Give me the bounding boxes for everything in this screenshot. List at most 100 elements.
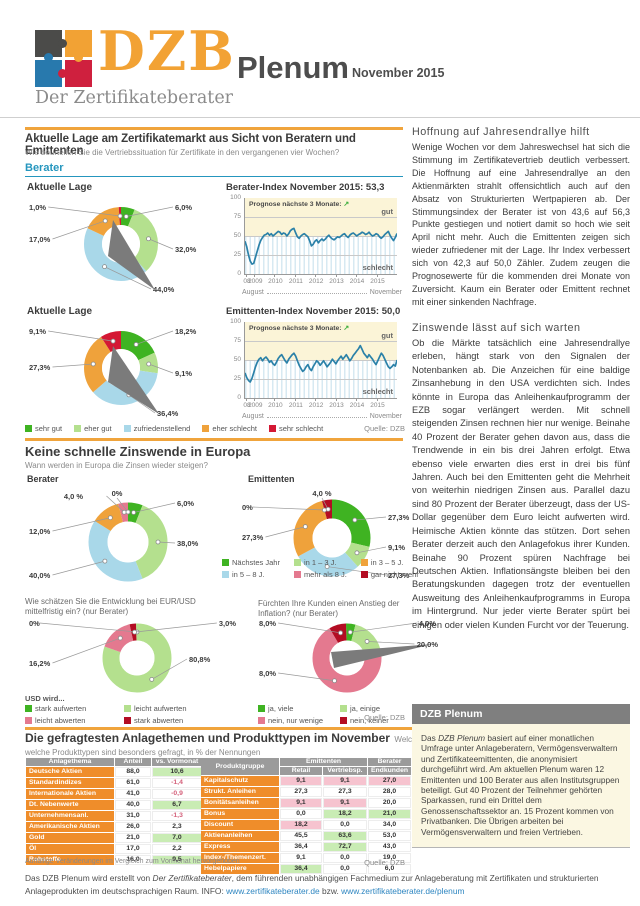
zone-label-good: gut xyxy=(381,331,393,340)
table-cell: 0,0 xyxy=(323,820,367,830)
chart-legend: sehr gut eher gut zufriedenstellend eher sc… xyxy=(25,424,323,433)
donut-inflation: 4,0% 20,0% 8,0% 8,0% xyxy=(255,614,440,700)
page-title: Plenum xyxy=(237,50,349,85)
legend-swatch xyxy=(124,705,131,712)
donut-usd: 0% 80,8% 16,2% 3,0% xyxy=(25,614,240,700)
gridline xyxy=(245,255,397,256)
donut-label: 6,0% xyxy=(177,499,194,508)
issue-date: November 2015 xyxy=(352,66,445,80)
x-tick xyxy=(356,398,358,401)
legend-label: ja, viele xyxy=(268,704,294,713)
table-row: Amerikanische Aktien 26,0 2,3 xyxy=(26,822,202,832)
table-row: Gold 21,0 7,0 xyxy=(26,833,202,843)
legend-swatch xyxy=(293,571,301,578)
donut-label: 4,0% xyxy=(419,619,436,628)
table-row: Internationale Aktien 41,0 -0,9 xyxy=(26,789,202,799)
legend-swatch xyxy=(268,425,276,432)
donut-label: 17,0% xyxy=(29,235,51,244)
gridline xyxy=(245,379,397,380)
footer-text: bzw. xyxy=(319,885,342,896)
anlagethemen-table: Anlagethema Anteil vs. Vormonat Deutsche Ak… xyxy=(25,757,203,866)
section2-title: Keine schnelle Zinswende in Europa xyxy=(25,444,251,459)
table-cell: 27,0 xyxy=(368,776,412,786)
table-cell: 17,0 xyxy=(115,844,151,854)
legend-swatch xyxy=(258,717,265,724)
puzzle-piece-icon xyxy=(35,30,62,57)
table-cell: Bonus xyxy=(201,809,279,819)
section-rule xyxy=(25,438,403,441)
y-tick-label: 50 xyxy=(233,232,241,239)
table-row: Bonitätsanleihen 9,1 9,1 20,0 xyxy=(201,798,412,808)
puzzle-knob-icon xyxy=(58,39,67,48)
table-cell: 19,0 xyxy=(368,853,412,863)
donut-label: 9,1% xyxy=(175,369,192,378)
legend-item: gar nicht mehr xyxy=(360,570,419,579)
brand-subtitle: Der Zertifikateberater xyxy=(35,88,234,108)
legend-item: leicht abwerten xyxy=(25,716,110,725)
table-row: Strukt. Anleihen 27,3 27,3 28,0 xyxy=(201,787,412,797)
plot-area: Prognose nächste 3 Monate: ↗ gut schlecht xyxy=(244,198,397,275)
y-tick-label: 0 xyxy=(237,270,241,277)
table-cell: 6,7 xyxy=(152,800,202,810)
table-header-row: Produktgruppe Emittenten Berater xyxy=(201,758,412,775)
donut-label: 18,2% xyxy=(175,327,197,336)
legend-item: in 1 – 3 J. xyxy=(293,558,347,567)
x-tick xyxy=(294,398,296,401)
table-cell: Öl xyxy=(26,844,114,854)
table-cell: 9,1 xyxy=(280,853,322,863)
chart-legend: ja, viele ja, einige nein, nur wenige nein,… xyxy=(258,704,389,725)
legend-label: gar nicht mehr xyxy=(370,570,419,579)
table-cell: 28,0 xyxy=(368,787,412,797)
table-cell: 16,0 xyxy=(115,855,151,865)
x-tick xyxy=(274,274,276,277)
donut-label: 20,0% xyxy=(417,640,439,649)
x-tick xyxy=(376,398,378,401)
dzb-puzzle-logo xyxy=(35,30,92,87)
legend-swatch xyxy=(222,571,229,578)
table-cell: 7,0 xyxy=(152,833,202,843)
footer-link[interactable]: www.zertifikateberater.de/plenum xyxy=(341,885,465,896)
info-box-body: Das DZB Plenum basiert auf einer monatli… xyxy=(412,724,630,849)
table-row: Aktienanleihen 45,5 63,6 53,0 xyxy=(201,831,412,841)
brand-logo-text: DZB xyxy=(98,19,236,83)
table-cell: Express xyxy=(201,842,279,852)
range-row: August November xyxy=(242,413,402,420)
table-cell: 40,0 xyxy=(115,800,151,810)
index-line xyxy=(245,344,397,383)
table-row: Discount 18,2 0,0 34,0 xyxy=(201,820,412,830)
donut-chart-svg: 27,3% 9,1% 27,3% 27,3% 0% 4,0 % xyxy=(242,489,410,580)
table-cell: Amerikanische Aktien xyxy=(26,822,114,832)
article-heading: Zinswende lässt auf sich warten xyxy=(412,322,581,334)
chart-label: Aktuelle Lage xyxy=(27,306,93,317)
range-dots xyxy=(266,293,367,294)
table-header: Anlagethema xyxy=(26,758,114,766)
x-tick-label: 2010 xyxy=(268,402,283,409)
x-tick xyxy=(315,398,317,401)
legend-swatch xyxy=(25,425,32,432)
footer-link[interactable]: www.zertifikateberater.de xyxy=(226,885,320,896)
range-start: August xyxy=(242,289,264,296)
table-row: Index-/Themenzert. 9,1 0,0 19,0 xyxy=(201,853,412,863)
legend-item: ja, einige xyxy=(340,704,389,713)
table-header: Vertriebsp. xyxy=(323,767,367,775)
table-header: Anteil xyxy=(115,758,151,766)
plot-area: Prognose nächste 3 Monate: ↗ gut schlecht xyxy=(244,322,397,399)
donut-segment xyxy=(84,331,158,405)
legend-item: stark abwerten xyxy=(124,716,187,725)
info-box-text-italic: DZB Plenum xyxy=(438,733,486,743)
table-cell: 36,4 xyxy=(280,864,322,874)
donut-label: 27,3% xyxy=(29,363,51,372)
donut-chart-svg: 0% 80,8% 16,2% 3,0% xyxy=(29,619,236,693)
zone-label-bad: schlecht xyxy=(362,263,393,272)
table-footnote: Auffällige Veränderungen im Vergleich zu… xyxy=(25,858,240,865)
x-tick-label: 2009 xyxy=(248,402,263,409)
x-tick-label: 2013 xyxy=(329,278,344,285)
footer-text-italic: Der Zertifikateberater xyxy=(152,873,232,883)
chart-title: Berater-Index November 2015: 53,3 xyxy=(226,182,385,193)
table-cell: 2,2 xyxy=(152,844,202,854)
table-cell: Strukt. Anleihen xyxy=(201,787,279,797)
header-divider xyxy=(0,117,640,118)
legend-swatch xyxy=(124,717,131,724)
table-row: Standardindizes 61,0 -1,4 xyxy=(26,778,202,788)
